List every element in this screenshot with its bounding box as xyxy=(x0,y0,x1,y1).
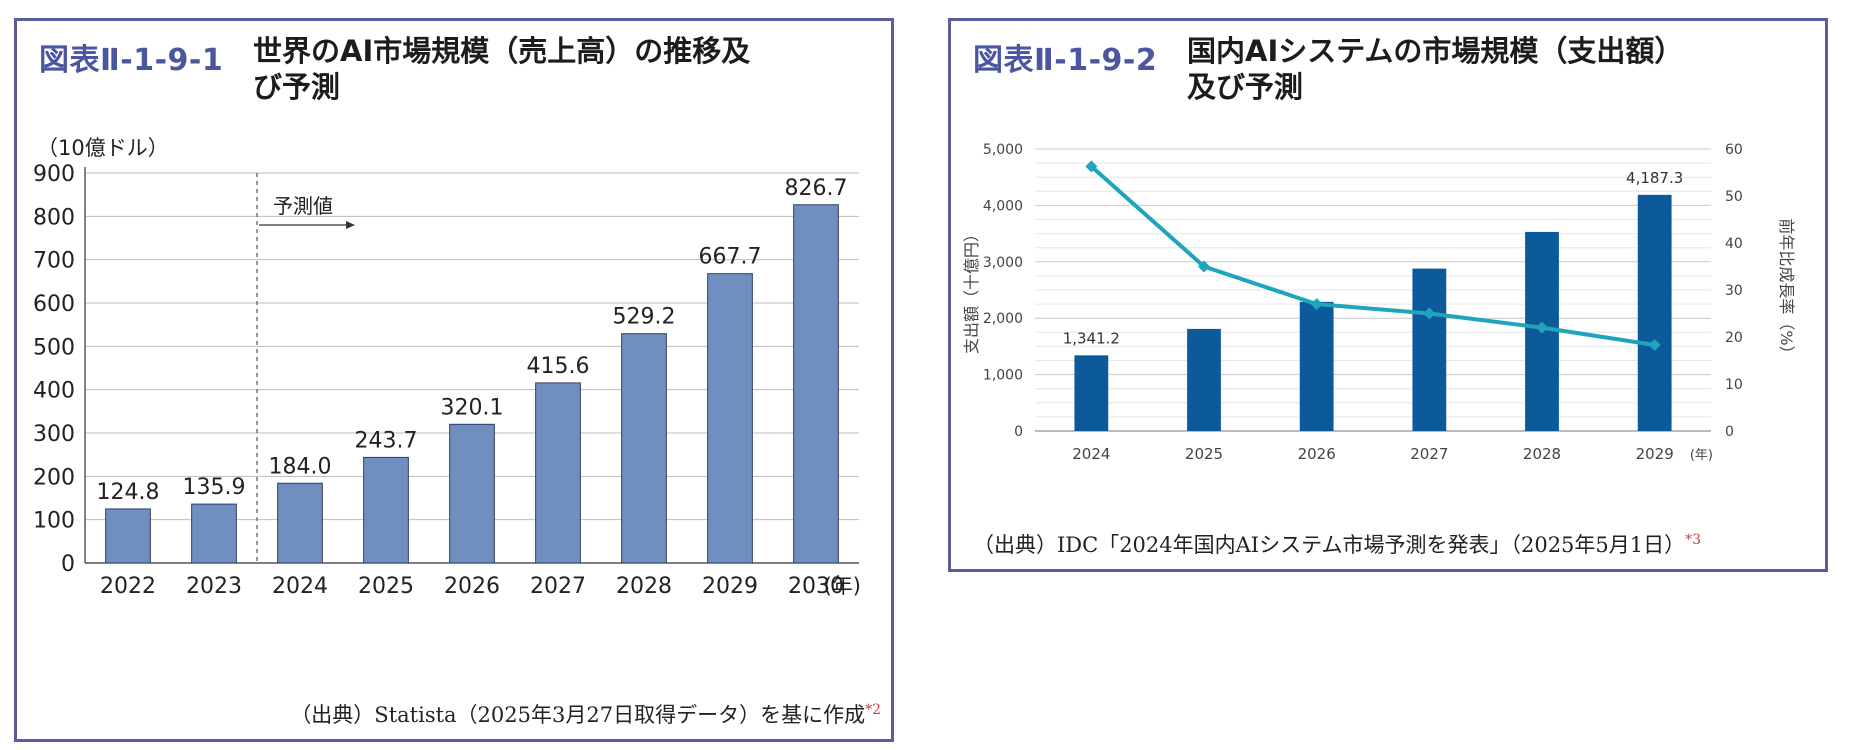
bar-value-label: 135.9 xyxy=(183,475,246,500)
figure-title: 世界のAI市場規模（売上高）の推移及 び予測 xyxy=(253,33,750,105)
y-tick-label: 700 xyxy=(33,249,75,274)
x-tick-label: 2030 xyxy=(788,574,844,599)
y-tick-label: 200 xyxy=(33,465,75,490)
figure-title: 国内AIシステムの市場規模（支出額） 及び予測 xyxy=(1187,33,1683,105)
y-left-tick-label: 1,000 xyxy=(983,368,1023,384)
bar xyxy=(621,333,667,564)
figure-title-line-1: 国内AIシステムの市場規模（支出額） xyxy=(1187,34,1684,68)
bar-value-label: 667.7 xyxy=(699,245,762,270)
source-note: （出典）Statista（2025年3月27日取得データ）を基に作成*2 xyxy=(290,699,881,729)
footnote-marker: *2 xyxy=(865,702,881,718)
bar-chart-world-ai-market: （10億ドル） 0 100 200 300 400 500 600 700 800 900 124.8… xyxy=(33,136,861,599)
growth-rate-point xyxy=(1536,321,1548,334)
y-axis-unit: （10億ドル） xyxy=(37,136,169,160)
x-tick-label: 2029 xyxy=(1636,445,1674,463)
y-left-tick-label: 4,000 xyxy=(983,198,1023,214)
bar-value-label: 415.6 xyxy=(527,354,590,379)
y-right-tick-label: 50 xyxy=(1725,189,1743,205)
footnote-marker: *3 xyxy=(1685,532,1702,548)
bar xyxy=(363,456,409,564)
y-right-tick-label: 20 xyxy=(1725,330,1743,346)
figure-id: 図表Ⅱ-1-9-2 xyxy=(973,43,1158,78)
bar xyxy=(1637,194,1672,431)
bar-value-label: 1,341.2 xyxy=(1063,329,1120,347)
combo-chart-domestic-ai-market: 0 1,000 2,000 3,000 4,000 5,000 0 10 20 30 40 50 60 支… xyxy=(962,142,1796,463)
bar-value-label: 4,187.3 xyxy=(1626,169,1683,187)
figure-panel-2: 図表Ⅱ-1-9-2 国内AIシステムの市場規模（支出額） 及び予測 0 1,000… xyxy=(948,18,1828,572)
growth-rate-point xyxy=(1085,160,1098,173)
growth-rate-point xyxy=(1423,307,1436,320)
y-left-tick-label: 2,000 xyxy=(983,311,1023,327)
x-tick-label: 2024 xyxy=(1072,445,1110,463)
forecast-arrow-head xyxy=(346,221,355,229)
x-tick-label: 2028 xyxy=(616,574,672,599)
growth-rate-point xyxy=(1648,338,1661,351)
bar-value-label: 184.0 xyxy=(269,454,332,479)
y-tick-label: 500 xyxy=(33,335,75,360)
y-right-tick-label: 30 xyxy=(1725,283,1743,299)
growth-rate-point xyxy=(1310,298,1323,311)
y-axis-right-title: 前年比成長率（%） xyxy=(1777,218,1796,361)
bar-value-label: 124.8 xyxy=(97,480,160,505)
bar xyxy=(1074,355,1109,431)
bar xyxy=(535,382,581,564)
bar-value-label: 320.1 xyxy=(441,395,504,420)
x-tick-label: 2026 xyxy=(1298,445,1336,463)
y-right-tick-label: 40 xyxy=(1725,236,1743,252)
x-tick-label: 2026 xyxy=(444,574,500,599)
y-tick-label: 0 xyxy=(61,552,75,577)
y-right-tick-label: 60 xyxy=(1725,142,1743,158)
bar xyxy=(1412,268,1447,431)
x-axis-unit: (年) xyxy=(1690,448,1713,463)
figure-title-line-2: び予測 xyxy=(253,70,341,104)
source-text: （出典）Statista（2025年3月27日取得データ）を基に作成 xyxy=(290,703,866,727)
y-tick-label: 900 xyxy=(33,162,75,187)
growth-rate-line xyxy=(1090,164,1655,347)
x-tick-label: 2025 xyxy=(358,574,414,599)
bar xyxy=(707,273,753,564)
bar xyxy=(277,482,323,564)
bar xyxy=(793,204,839,564)
bar-value-label: 529.2 xyxy=(613,305,676,330)
x-tick-label: 2025 xyxy=(1185,445,1223,463)
y-left-tick-label: 3,000 xyxy=(983,255,1023,271)
y-tick-label: 100 xyxy=(33,509,75,534)
bar-value-label: 243.7 xyxy=(355,428,418,453)
y-left-tick-label: 5,000 xyxy=(983,142,1023,158)
x-tick-label: 2022 xyxy=(100,574,156,599)
growth-rate-point xyxy=(1198,260,1210,273)
y-axis-left-title: 支出額（十億円） xyxy=(962,226,981,354)
x-tick-label: 2029 xyxy=(702,574,758,599)
source-text: （出典）IDC「2024年国内AIシステム市場予測を発表」（2025年5月1日） xyxy=(973,533,1686,557)
x-tick-label: 2028 xyxy=(1523,445,1561,463)
figure-panel-1: 図表Ⅱ-1-9-1 世界のAI市場規模（売上高）の推移及 び予測 （10億ドル）… xyxy=(14,18,894,742)
figure-id: 図表Ⅱ-1-9-1 xyxy=(39,43,224,78)
x-tick-label: 2024 xyxy=(272,574,328,599)
bar xyxy=(1187,328,1221,431)
source-note: （出典）IDC「2024年国内AIシステム市場予測を発表」（2025年5月1日）… xyxy=(973,529,1701,559)
x-axis-unit: (年) xyxy=(824,574,861,598)
figure-title-line-2: 及び予測 xyxy=(1187,70,1304,104)
y-tick-label: 300 xyxy=(33,422,75,447)
bar xyxy=(105,508,151,564)
bar xyxy=(1299,301,1334,431)
x-tick-label: 2023 xyxy=(186,574,242,599)
x-tick-label: 2027 xyxy=(530,574,586,599)
forecast-label: 予測値 xyxy=(273,194,333,218)
y-tick-label: 400 xyxy=(33,379,75,404)
bar xyxy=(191,503,237,564)
y-left-tick-label: 0 xyxy=(1014,424,1023,440)
figure-title-line-1: 世界のAI市場規模（売上高）の推移及 xyxy=(253,34,751,68)
bar-value-label: 826.7 xyxy=(785,176,848,201)
y-right-tick-label: 0 xyxy=(1725,424,1734,440)
bar xyxy=(449,423,495,564)
x-tick-label: 2027 xyxy=(1410,445,1448,463)
y-tick-label: 600 xyxy=(33,292,75,317)
y-tick-label: 800 xyxy=(33,205,75,230)
y-right-tick-label: 10 xyxy=(1725,377,1743,393)
